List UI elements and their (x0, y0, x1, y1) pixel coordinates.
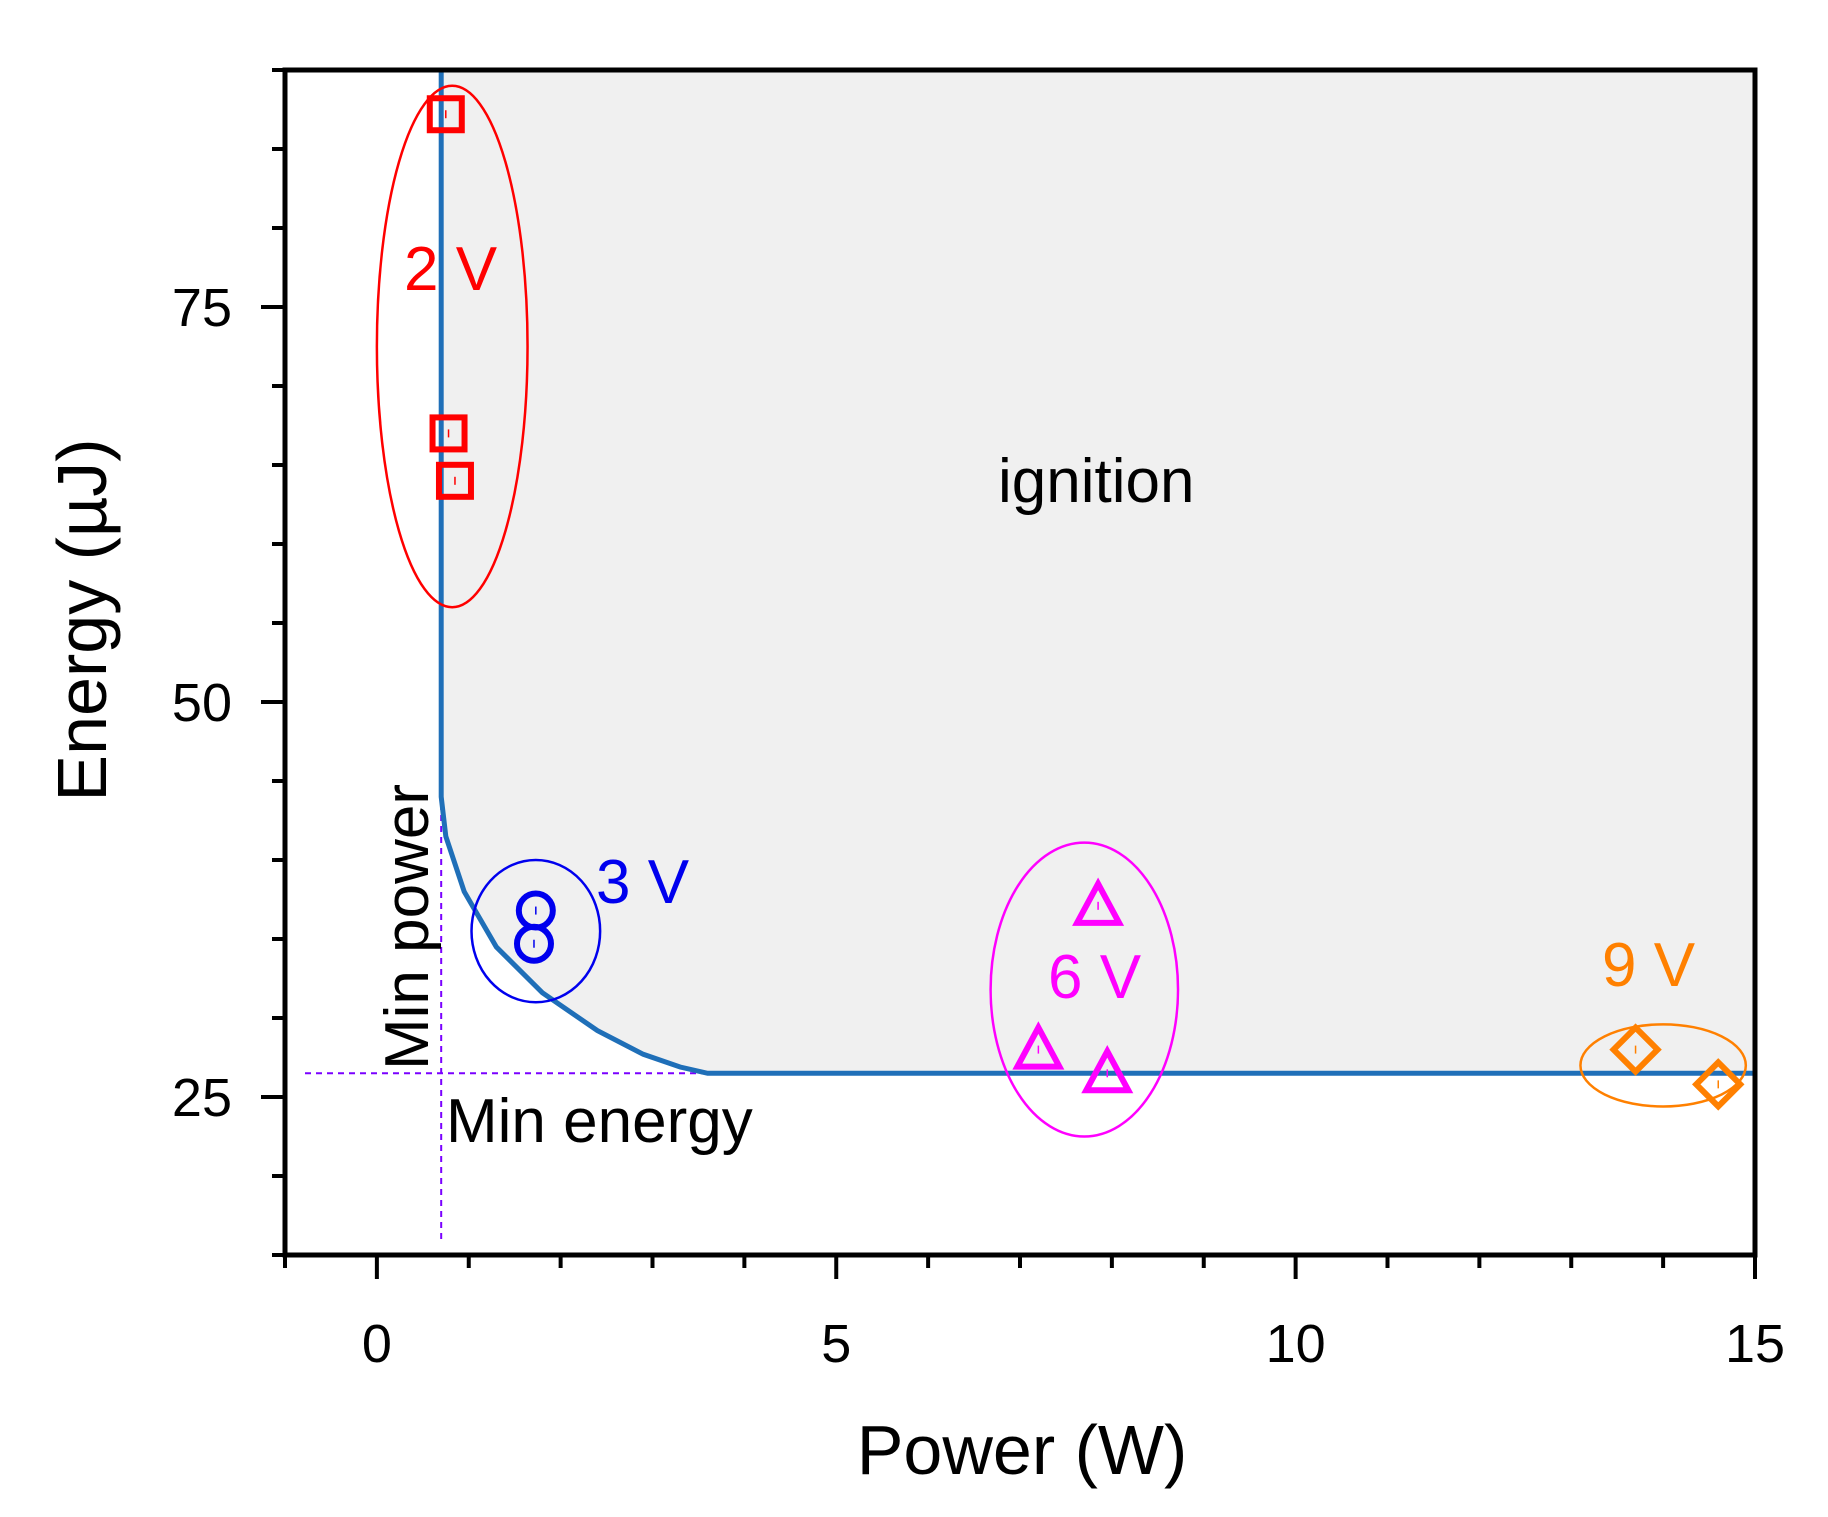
x-tick-label: 15 (1725, 1314, 1785, 1374)
y-tick-label: 25 (172, 1068, 232, 1128)
data-point-square (435, 461, 474, 500)
data-markers (426, 95, 1745, 1111)
data-point-triangle (1081, 1044, 1134, 1094)
y-axis-title: Energy (µJ) (43, 438, 121, 801)
data-point-square (426, 95, 465, 134)
group-ellipse-2v (375, 84, 529, 609)
ignition-region (441, 70, 1755, 1074)
data-point-triangle (1072, 877, 1125, 926)
x-axis-title: Power (W) (857, 1411, 1188, 1489)
data-point-circle (513, 923, 554, 964)
y-tick-label: 75 (172, 278, 232, 338)
group-ellipse-9v (1579, 1023, 1748, 1108)
min-power-label: Min power (373, 784, 442, 1070)
x-tick-label: 5 (821, 1314, 851, 1374)
y-tick-label: 50 (172, 673, 232, 733)
group-ellipse-3v (470, 858, 602, 1004)
group-ellipses (375, 84, 1748, 1138)
series-label-3v: 3 V (596, 848, 690, 917)
x-tick-label: 0 (362, 1314, 392, 1374)
group-ellipse-6v (989, 841, 1180, 1138)
threshold-curve (438, 70, 1755, 1076)
data-point-diamond (1692, 1058, 1745, 1111)
axis-ticks (261, 68, 1757, 1279)
series-label-2v: 2 V (404, 235, 498, 304)
data-point-square (429, 414, 468, 453)
ignition-region-label: ignition (998, 447, 1194, 516)
x-tick-label: 10 (1266, 1314, 1326, 1374)
series-label-6v: 6 V (1048, 943, 1142, 1012)
data-point-triangle (1012, 1021, 1065, 1070)
min-energy-label: Min energy (446, 1087, 753, 1156)
axis-tick-labels: 0 5 10 15 25 50 75 (172, 278, 1785, 1374)
series-label-9v: 9 V (1602, 931, 1696, 1000)
data-point-diamond (1609, 1023, 1662, 1076)
